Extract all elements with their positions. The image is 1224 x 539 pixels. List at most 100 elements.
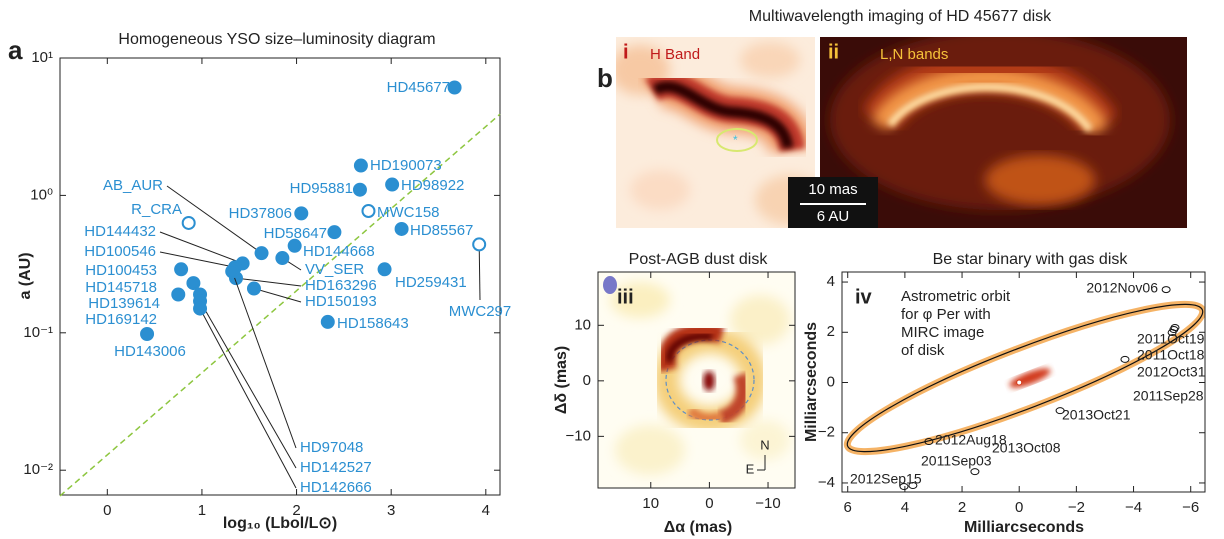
point-label: AB_AUR: [103, 177, 163, 194]
point: [174, 262, 189, 277]
leader-line: [159, 231, 243, 264]
point-label: R_CRA: [131, 201, 182, 218]
point-label: HD37806: [229, 205, 292, 222]
y-tick-label: 10⁻¹: [23, 324, 53, 341]
point: [246, 281, 261, 296]
epoch-label: 2011Oct19: [1137, 331, 1205, 347]
x-tick-label: 4: [901, 499, 909, 516]
y-tick-label: 10¹: [31, 49, 53, 66]
svg-text:*: *: [733, 133, 738, 147]
epoch-label: 2011Oct18: [1137, 347, 1205, 363]
epoch-point: [1120, 355, 1130, 363]
point-label: HD145718: [85, 279, 157, 296]
epoch-point: [899, 482, 909, 490]
y-tick-label: 0: [827, 373, 835, 390]
plot-frame: [59, 57, 501, 496]
point: [287, 238, 302, 253]
leader-line: [231, 271, 297, 449]
y-axis-label: a (AU): [17, 252, 34, 299]
point-label: HD163296: [305, 277, 377, 294]
point-label: MWC158: [377, 204, 440, 221]
epoch-point: [924, 438, 934, 446]
x-tick-label: −2: [1068, 499, 1085, 516]
image-dust-disk: [598, 272, 795, 488]
x-tick-label: 3: [387, 502, 395, 519]
chart-title: Homogeneous YSO size–luminosity diagram: [118, 31, 435, 48]
x-tick-label: 2: [292, 502, 300, 519]
point-label: HD98922: [401, 177, 464, 194]
leader-line: [199, 300, 297, 469]
point: [225, 264, 240, 279]
leader-line: [253, 288, 302, 303]
plot-frame: [597, 271, 796, 489]
y-tick-label: 0: [583, 372, 591, 389]
point-label: HD142666: [300, 479, 372, 496]
point: [385, 177, 400, 192]
point-label: HD139614: [88, 295, 160, 312]
point: [327, 225, 342, 240]
scalebar-label: 10 mas: [808, 181, 857, 198]
point-label: MWC297: [449, 303, 512, 320]
chart-title: Multiwavelength imaging of HD 45677 disk: [749, 8, 1052, 25]
image-band: H Band: [650, 46, 700, 63]
plot-frame: [841, 271, 1206, 493]
annotation: for φ Per with: [901, 306, 991, 323]
x-tick-label: 6: [844, 499, 852, 516]
y-tick-label: 10: [574, 316, 591, 333]
x-axis-label: Δα (mas): [664, 519, 732, 536]
point: [186, 276, 201, 291]
point: [193, 301, 208, 316]
point-label: HD144432: [84, 223, 156, 240]
y-tick-label: −4: [818, 474, 835, 491]
panel-a: 0 1 2 3 4 10⁻² 10⁻¹ 10⁰ 10¹ HD45677 HD190073 HD9892…: [23, 49, 511, 519]
fit-line: [59, 113, 501, 497]
epoch-point: [908, 481, 918, 489]
point-label: HD144668: [303, 243, 375, 260]
point-label: HD190073: [370, 157, 442, 174]
point: [472, 237, 487, 252]
leader-line: [478, 244, 481, 301]
epoch-point: [970, 468, 980, 476]
leader-line: [166, 185, 262, 254]
point-label: HD158643: [337, 315, 409, 332]
y-tick-label: −10: [566, 427, 591, 444]
point-label: HD259431: [395, 274, 467, 291]
epoch-label: 2012Oct31: [1137, 364, 1206, 380]
point-label: HD85567: [410, 222, 473, 239]
annotation: of disk: [901, 342, 945, 359]
point: [353, 158, 368, 173]
compass-label: N: [760, 437, 769, 452]
epoch-label: 2011Sep28: [1133, 388, 1204, 404]
point-label: HD142527: [300, 459, 372, 476]
point: [320, 314, 335, 329]
point-label: HD150193: [305, 293, 377, 310]
x-tick-label: 0: [103, 502, 111, 519]
point-label: HD143006: [114, 343, 186, 360]
point-label: HD97048: [300, 439, 363, 456]
annotation: Astrometric orbit: [901, 288, 1011, 305]
point: [181, 215, 196, 230]
image-ln-bands: [820, 37, 1187, 228]
compass-label: E: [746, 461, 755, 476]
star: [1016, 379, 1023, 386]
y-axis-label: Δδ (mas): [553, 346, 570, 414]
y-tick-label: 2: [827, 323, 835, 340]
y-tick-label: 10⁰: [30, 186, 53, 203]
y-tick-label: −2: [818, 424, 835, 441]
chart-title: Be star binary with gas disk: [933, 251, 1129, 268]
epoch-point: [1055, 407, 1065, 415]
x-tick-label: −6: [1182, 499, 1199, 516]
y-tick-label: 10⁻²: [23, 461, 53, 478]
epoch-label: 2013Oct21: [1062, 407, 1131, 423]
epoch-point: [1161, 286, 1171, 294]
image-label: i: [623, 41, 629, 63]
x-tick-label: 1: [198, 502, 206, 519]
scalebar-label: 6 AU: [817, 208, 850, 225]
point-label: HD100453: [85, 262, 157, 279]
x-tick-label: 4: [482, 502, 490, 519]
panel-letter: a: [8, 35, 23, 65]
point: [377, 262, 392, 277]
y-axis-label: Milliarcseconds: [803, 322, 820, 442]
point-label: HD45677: [387, 79, 450, 96]
